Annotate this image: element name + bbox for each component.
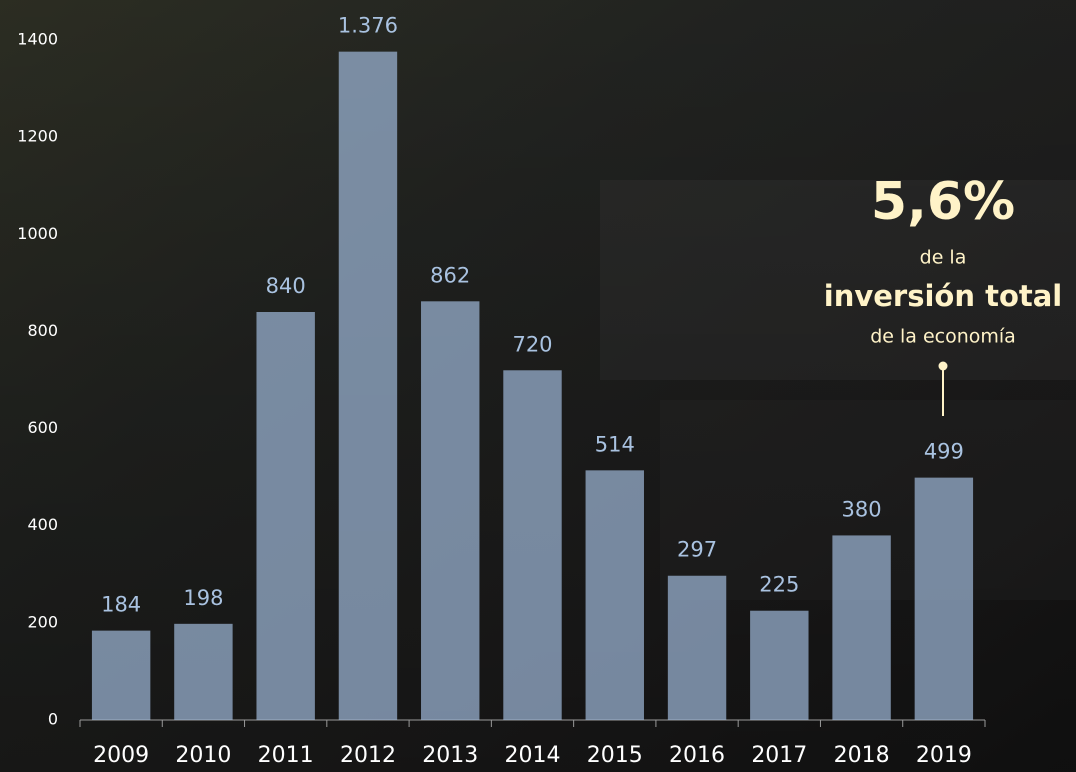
y-tick-label: 800 <box>27 321 58 340</box>
bar <box>503 370 562 720</box>
x-tick-label: 2011 <box>258 743 314 768</box>
value-label: 499 <box>924 440 964 464</box>
value-label: 840 <box>266 274 306 298</box>
value-label: 225 <box>759 573 799 597</box>
value-label: 184 <box>101 593 141 617</box>
value-label: 1.376 <box>338 14 398 38</box>
x-tick-label: 2010 <box>175 743 231 768</box>
y-tick-label: 400 <box>27 515 58 534</box>
annotation: inversión total <box>824 279 1063 313</box>
y-tick-label: 1200 <box>17 127 58 146</box>
y-tick-label: 1400 <box>17 30 58 49</box>
bar <box>91 630 151 720</box>
x-tick-label: 2009 <box>93 743 149 768</box>
x-tick-label: 2013 <box>422 743 478 768</box>
x-tick-label: 2017 <box>751 743 807 768</box>
annotation: de la economía <box>870 326 1016 348</box>
value-label: 297 <box>677 538 717 562</box>
bar <box>338 51 398 720</box>
x-tick-label: 2019 <box>916 743 972 768</box>
y-tick-label: 600 <box>27 418 58 437</box>
value-label: 720 <box>512 332 552 356</box>
bar <box>585 470 644 720</box>
x-tick-label: 2014 <box>505 743 561 768</box>
value-label: 198 <box>183 586 223 610</box>
bar <box>750 610 809 720</box>
bar <box>256 312 315 720</box>
bar <box>174 623 233 720</box>
value-label: 514 <box>595 432 635 456</box>
x-tick-label: 2018 <box>834 743 890 768</box>
y-tick-label: 0 <box>48 710 58 729</box>
x-tick-label: 2016 <box>669 743 725 768</box>
value-label: 380 <box>842 497 882 521</box>
y-tick-label: 1000 <box>17 224 58 243</box>
annotation: de la <box>920 247 967 269</box>
bar <box>914 477 974 720</box>
bar <box>667 575 727 720</box>
bar <box>832 535 891 720</box>
x-tick-label: 2012 <box>340 743 396 768</box>
annotation-dot <box>938 361 948 371</box>
y-tick-label: 200 <box>27 612 58 631</box>
annotation: 5,6% <box>871 172 1015 232</box>
x-tick-label: 2015 <box>587 743 643 768</box>
bar <box>421 301 480 720</box>
value-label: 862 <box>430 263 470 287</box>
